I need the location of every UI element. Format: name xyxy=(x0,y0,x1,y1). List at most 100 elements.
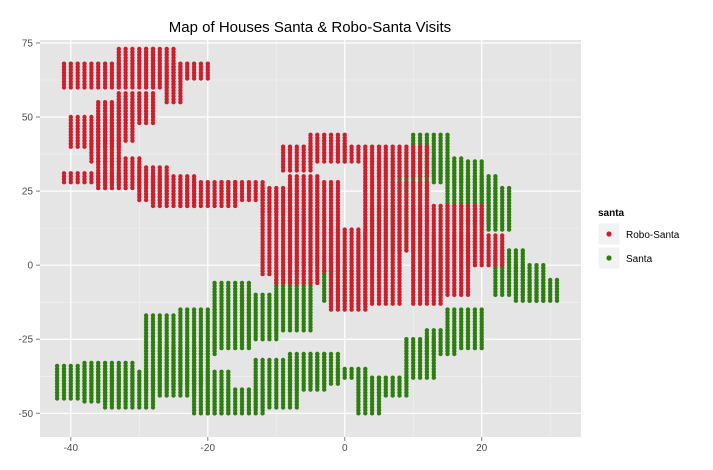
data-point xyxy=(157,313,162,318)
data-point xyxy=(479,185,484,191)
data-point xyxy=(191,174,197,179)
data-point xyxy=(349,366,354,372)
data-point xyxy=(233,180,238,185)
data-point xyxy=(137,369,142,374)
data-point xyxy=(459,159,464,164)
data-point xyxy=(260,180,265,185)
data-point xyxy=(548,277,553,283)
data-point xyxy=(239,280,245,286)
data-point xyxy=(349,227,354,232)
data-point xyxy=(109,138,115,143)
data-point xyxy=(438,156,443,161)
data-point xyxy=(205,307,210,312)
data-point xyxy=(68,61,74,66)
data-point xyxy=(226,369,231,374)
data-point xyxy=(424,132,430,137)
data-point xyxy=(376,233,382,238)
data-point xyxy=(301,144,306,149)
data-point xyxy=(205,180,210,185)
data-point xyxy=(68,363,74,369)
data-point xyxy=(411,337,416,342)
data-point xyxy=(438,328,443,333)
data-point xyxy=(123,360,128,366)
data-point xyxy=(390,375,395,380)
data-point xyxy=(479,174,484,179)
data-point xyxy=(274,357,279,363)
data-point xyxy=(219,387,224,392)
data-point xyxy=(397,375,402,380)
data-point xyxy=(369,156,375,161)
data-point xyxy=(383,233,388,238)
data-point xyxy=(82,360,87,366)
data-point xyxy=(143,313,149,318)
data-point xyxy=(157,46,162,52)
data-point xyxy=(109,61,115,66)
data-point xyxy=(280,357,286,363)
data-point xyxy=(191,307,197,312)
data-point xyxy=(253,357,258,363)
data-point xyxy=(274,188,279,194)
data-point xyxy=(500,185,505,191)
data-point xyxy=(260,292,265,297)
data-point xyxy=(404,144,409,149)
data-point xyxy=(198,369,204,374)
data-point xyxy=(356,366,361,372)
data-point xyxy=(301,174,306,179)
data-point xyxy=(116,91,122,96)
data-point xyxy=(294,351,299,357)
data-point xyxy=(424,328,430,333)
data-point xyxy=(212,280,217,286)
data-point xyxy=(356,144,361,149)
data-point xyxy=(335,144,341,149)
data-point xyxy=(102,61,108,66)
data-point xyxy=(287,351,293,357)
data-point xyxy=(219,369,224,374)
data-point xyxy=(89,138,94,143)
data-point xyxy=(445,307,450,312)
data-point xyxy=(150,46,156,52)
data-point xyxy=(61,363,67,369)
data-point xyxy=(472,159,478,164)
data-point xyxy=(226,280,231,286)
data-point xyxy=(308,174,313,179)
data-point xyxy=(89,61,94,66)
data-point xyxy=(171,174,176,179)
data-point xyxy=(212,387,217,392)
data-point xyxy=(233,387,238,392)
data-point xyxy=(205,387,210,392)
data-point xyxy=(150,313,156,318)
data-point xyxy=(554,277,560,283)
data-point xyxy=(212,180,217,185)
data-point xyxy=(75,114,80,120)
data-point xyxy=(137,91,142,96)
data-point xyxy=(171,313,176,318)
data-point xyxy=(315,174,320,179)
data-point xyxy=(417,180,423,185)
data-point xyxy=(411,180,416,185)
data-point xyxy=(356,233,361,238)
data-point xyxy=(212,369,217,374)
data-point xyxy=(253,292,258,297)
data-point xyxy=(342,144,347,149)
data-point xyxy=(219,180,224,185)
data-point xyxy=(369,144,375,149)
data-point xyxy=(143,165,149,170)
data-point xyxy=(123,91,128,96)
data-point xyxy=(130,369,135,374)
data-point xyxy=(445,159,450,164)
data-point xyxy=(438,132,443,137)
data-point xyxy=(506,248,512,253)
data-point xyxy=(150,174,156,179)
data-point xyxy=(465,159,471,164)
data-point xyxy=(411,132,416,137)
data-point xyxy=(404,337,409,342)
data-point xyxy=(185,61,190,66)
data-point xyxy=(164,46,169,52)
data-point xyxy=(376,375,382,380)
data-point xyxy=(191,180,197,185)
data-point xyxy=(96,156,101,161)
data-point xyxy=(68,114,74,120)
data-point xyxy=(123,369,128,374)
data-point xyxy=(109,156,115,161)
data-point xyxy=(178,180,183,185)
